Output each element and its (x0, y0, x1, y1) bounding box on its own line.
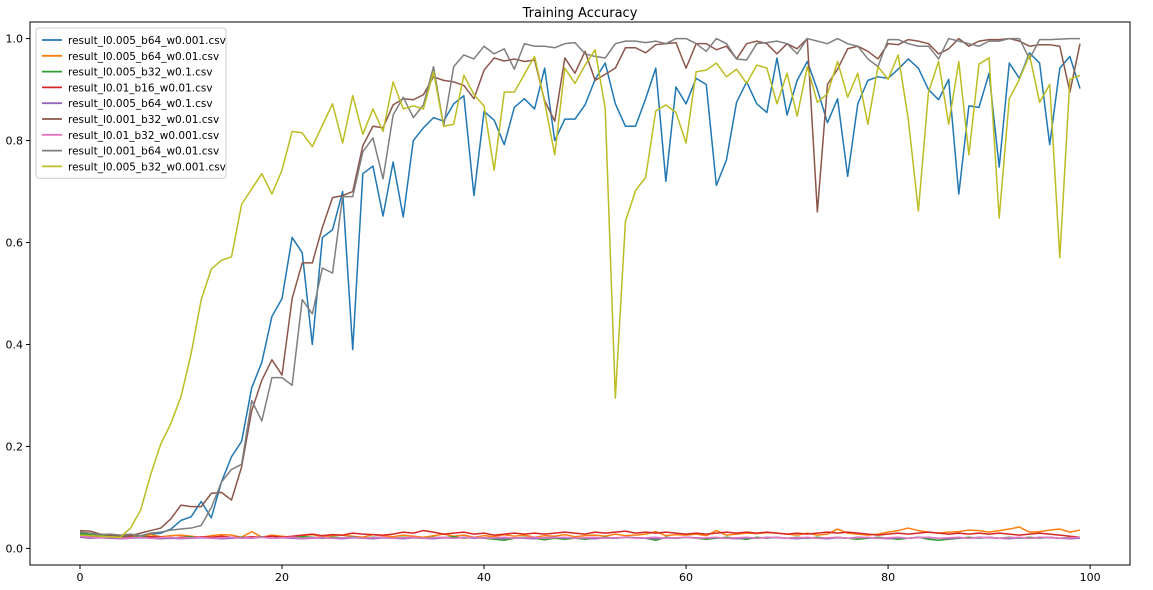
y-tick-label: 1.0 (6, 33, 24, 46)
series-line-1 (79, 52, 1081, 538)
series-line-2 (79, 526, 1081, 539)
legend-box (35, 27, 227, 179)
series-line-4 (79, 529, 1081, 539)
plot-area-frame (29, 21, 1131, 566)
x-tick-label: 80 (881, 571, 895, 584)
legend-entry-label: result_l0.01_b16_w0.01.csv (68, 82, 213, 94)
series-line-7 (79, 535, 1081, 539)
legend-entry-label: result_l0.005_b64_w0.001.csv (68, 35, 226, 47)
x-tick-label: 0 (77, 571, 84, 584)
y-tick-label: 0.8 (6, 135, 24, 148)
y-tick-label: 0.4 (6, 338, 24, 351)
x-tick-label: 20 (275, 571, 289, 584)
legend-entry-label: result_l0.001_b64_w0.01.csv (68, 146, 219, 158)
x-axis: 0 20 40 60 80 100 (77, 565, 1101, 584)
legend: result_l0.005_b64_w0.001.csv result_l0.00… (35, 27, 227, 179)
y-tick-label: 0.0 (6, 542, 24, 555)
legend-entry-label: result_l0.005_b32_w0.1.csv (68, 67, 213, 79)
legend-entry-label: result_l0.005_b64_w0.1.csv (68, 98, 213, 110)
x-tick-label: 40 (477, 571, 491, 584)
x-tick-label: 100 (1080, 571, 1101, 584)
series-line-6 (79, 37, 1081, 537)
chart-title: Training Accuracy (522, 6, 638, 21)
y-tick-label: 0.2 (6, 440, 24, 453)
x-tick-label: 60 (679, 571, 693, 584)
series-line-8 (79, 37, 1080, 537)
y-axis: 0.0 0.2 0.4 0.6 0.8 1.0 (6, 33, 30, 555)
series-line-9 (79, 49, 1081, 538)
legend-entry-label: result_l0.001_b32_w0.01.csv (68, 114, 219, 126)
series-layer (79, 37, 1081, 542)
legend-entry-label: result_l0.01_b32_w0.001.csv (68, 130, 219, 142)
legend-entry-label: result_l0.005_b32_w0.001.csv (68, 161, 226, 173)
legend-entry-label: result_l0.005_b64_w0.01.csv (68, 51, 219, 63)
y-tick-label: 0.6 (6, 237, 24, 250)
